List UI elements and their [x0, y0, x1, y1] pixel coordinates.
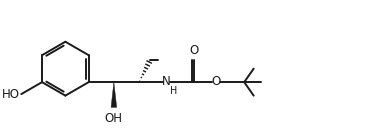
Text: HO: HO: [2, 88, 20, 101]
Polygon shape: [111, 82, 117, 107]
Text: H: H: [170, 86, 178, 96]
Text: O: O: [190, 43, 199, 57]
Text: N: N: [162, 75, 170, 88]
Text: O: O: [211, 75, 220, 88]
Text: OH: OH: [105, 112, 123, 125]
